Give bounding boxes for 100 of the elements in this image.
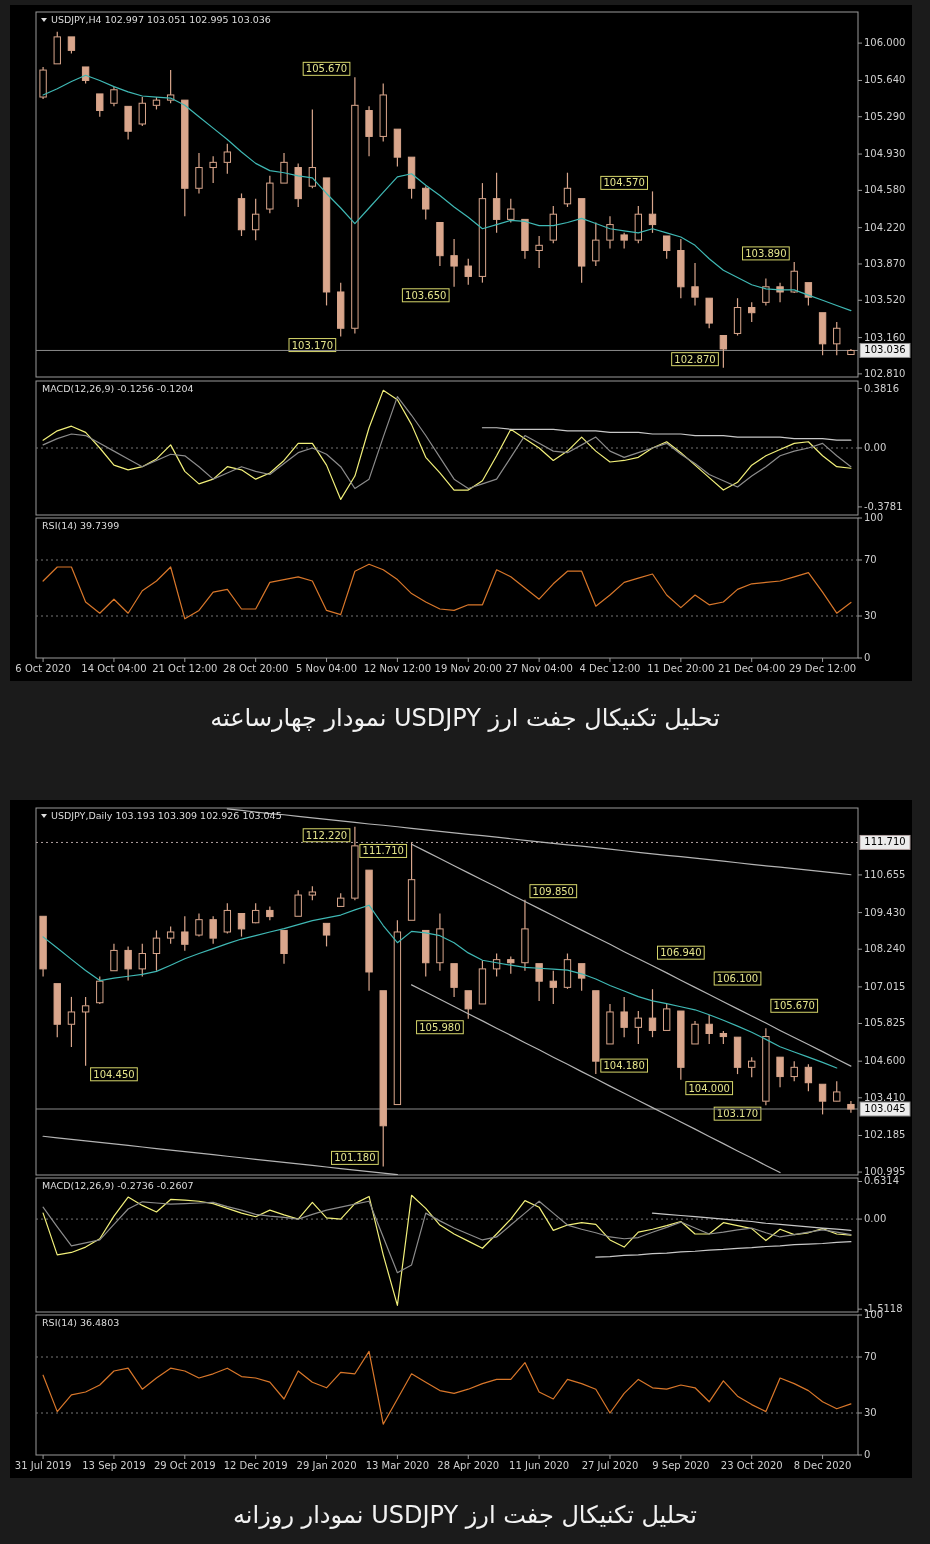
line-series (42, 1194, 852, 1307)
line-series (481, 427, 852, 441)
y-tick-label: 108.240 (864, 943, 906, 955)
y-tick-label: 0.3816 (864, 382, 899, 394)
y-tick-label: 0 (864, 652, 871, 663)
x-tick-label: 27 Jul 2020 (581, 1460, 639, 1471)
y-tick-label: 100 (864, 1309, 884, 1320)
line-series (42, 395, 852, 490)
annotation: 105.670 (305, 63, 348, 75)
line-series (42, 1200, 852, 1274)
line-series (42, 1135, 398, 1175)
chart-title: RSI(14) 39.7399 (42, 520, 120, 531)
annotation: 111.710 (362, 845, 404, 857)
x-tick-label: 21 Oct 12:00 (152, 663, 218, 674)
x-tick-label: 11 Jun 2020 (509, 1460, 570, 1471)
candlestick (124, 945, 132, 982)
x-tick-label: 14 Oct 04:00 (81, 663, 147, 674)
candlestick (195, 152, 203, 195)
x-tick-label: 4 Dec 12:00 (579, 663, 641, 674)
x-tick-label: 8 Dec 2020 (793, 1460, 852, 1471)
annotation: 103.170 (716, 1108, 759, 1120)
candlestick (606, 215, 614, 250)
x-tick-label: 21 Dec 04:00 (718, 663, 786, 674)
candlestick (521, 899, 529, 972)
y-tick-label: 103.410 (864, 1091, 906, 1103)
chart-title: RSI(14) 36.4803 (42, 1317, 120, 1328)
annotation: 105.670 (773, 1000, 815, 1012)
y-tick-label: 100 (864, 512, 884, 523)
y-tick-label: 104.600 (864, 1055, 906, 1067)
y-tick-label: 104.930 (864, 148, 906, 160)
y-tick-label: 0.6314 (864, 1175, 899, 1187)
line-series (410, 843, 852, 1067)
y-tick-label: 30 (864, 1407, 877, 1418)
annotation: 109.850 (532, 885, 574, 897)
candlestick (691, 262, 699, 307)
y-tick-label: 30 (864, 610, 877, 621)
y-tick-label: 102.810 (864, 367, 906, 379)
line-series (42, 904, 838, 1069)
y-tick-label: 70 (864, 1351, 877, 1362)
y-tick-label: 105.825 (864, 1017, 906, 1029)
x-tick-label: 29 Dec 12:00 (788, 663, 857, 674)
x-tick-label: 29 Oct 2019 (153, 1460, 216, 1471)
ref-line-label: 111.710 (864, 836, 906, 848)
x-tick-label: 9 Sep 2020 (652, 1460, 710, 1471)
y-tick-label: 105.290 (864, 110, 906, 122)
x-tick-label: 13 Sep 2019 (82, 1460, 146, 1471)
candlestick (351, 76, 359, 335)
annotation: 103.890 (745, 247, 787, 259)
candlestick (195, 912, 203, 938)
y-tick-label: -0.3781 (864, 500, 903, 512)
x-tick-label: 28 Oct 20:00 (223, 663, 289, 674)
line-series (42, 563, 852, 620)
x-tick-label: 12 Nov 12:00 (363, 663, 432, 674)
ref-line-label: 103.045 (864, 1103, 906, 1115)
line-series (42, 1350, 852, 1425)
candlestick (847, 1100, 855, 1114)
line-series (651, 1212, 852, 1232)
candlestick (450, 238, 458, 288)
chart-title: USDJPY,H4 102.997 103.051 102.995 103.036 (51, 14, 271, 25)
y-tick-label: 0.00 (864, 442, 887, 453)
text: تحلیل تکنیکال جفت ارز USDJPY نمودار روزانه (233, 1501, 697, 1529)
y-tick-label: 103.160 (864, 331, 906, 343)
x-tick-label: 6 Oct 2020 (15, 663, 71, 674)
candlestick (436, 912, 444, 972)
chart-title: MACD(12,26,9) -0.1256 -0.1204 (42, 383, 194, 394)
y-tick-label: 103.520 (864, 294, 906, 306)
annotation: 104.570 (603, 177, 645, 189)
annotation: 104.450 (93, 1068, 135, 1080)
chart-title: USDJPY,Daily 103.193 103.309 102.926 103.045 (51, 810, 282, 821)
y-tick-label: 104.220 (864, 221, 906, 233)
y-tick-label: 103.870 (864, 257, 906, 269)
annotation: 102.870 (674, 353, 716, 365)
annotation: 104.000 (688, 1082, 730, 1094)
y-tick-label: 106.000 (864, 37, 906, 49)
y-tick-label: 105.640 (864, 74, 906, 86)
y-tick-label: 0 (864, 1449, 871, 1460)
y-tick-label: 107.015 (864, 980, 906, 992)
candlestick (535, 235, 543, 269)
annotation: 105.980 (419, 1021, 461, 1033)
y-tick-label: 100.995 (864, 1166, 906, 1178)
y-tick-label: 102.185 (864, 1129, 906, 1141)
ref-line-label: 103.036 (864, 344, 906, 356)
x-tick-label: 12 Dec 2019 (223, 1460, 288, 1471)
chart-title: MACD(12,26,9) -0.2736 -0.2607 (42, 1180, 194, 1191)
text: تحلیل تکنیکال جفت ارز USDJPY نمودار چهارساعته (210, 704, 720, 732)
candlestick (762, 277, 770, 307)
x-tick-label: 19 Nov 20:00 (434, 663, 502, 674)
x-tick-label: 23 Oct 2020 (720, 1460, 783, 1471)
x-tick-label: 27 Nov 04:00 (505, 663, 573, 674)
annotation: 106.100 (716, 973, 759, 985)
x-tick-label: 11 Dec 20:00 (647, 663, 715, 674)
x-tick-label: 13 Mar 2020 (365, 1460, 430, 1471)
y-tick-label: 0.00 (864, 1213, 887, 1225)
annotation: 101.180 (334, 1152, 376, 1164)
y-tick-label: 104.580 (864, 184, 906, 196)
x-tick-label: 28 Apr 2020 (437, 1460, 500, 1471)
y-tick-label: 109.430 (864, 906, 906, 918)
annotation: 112.220 (305, 829, 348, 841)
annotation: 104.180 (603, 1060, 645, 1072)
annotation: 103.170 (291, 339, 334, 351)
